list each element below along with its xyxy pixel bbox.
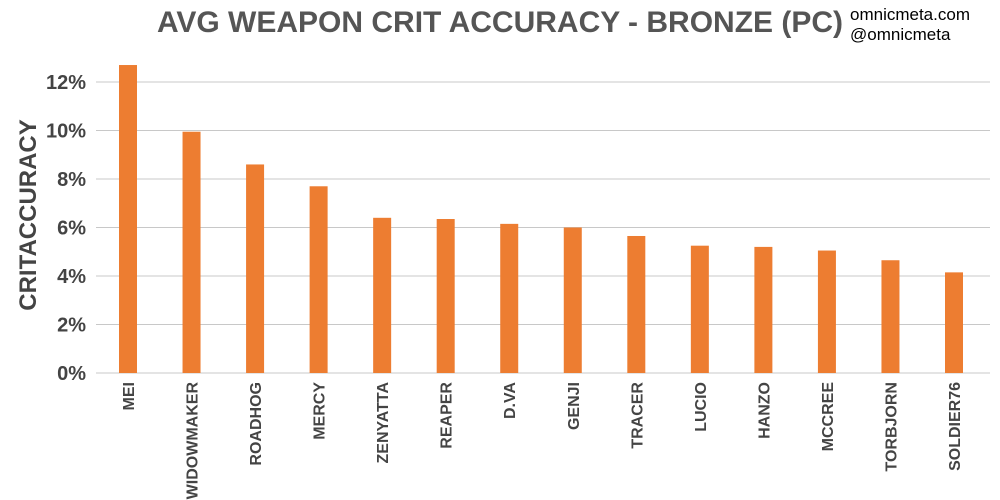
bar-d-va xyxy=(500,223,519,373)
bars xyxy=(119,65,963,374)
chart-title: AVG WEAPON CRIT ACCURACY - BRONZE (PC) xyxy=(157,6,843,39)
x-tick-label: HANZO xyxy=(756,382,773,439)
x-tick-label: D.VA xyxy=(502,382,519,419)
y-tick-label: 4% xyxy=(57,266,86,288)
bar-widowmaker xyxy=(182,131,201,373)
x-tick-label: ROADHOG xyxy=(248,382,265,466)
bar-reaper xyxy=(436,219,455,373)
x-tick-label: MEI xyxy=(121,382,138,410)
bar-roadhog xyxy=(246,164,265,373)
x-tick-label: LUCIO xyxy=(693,382,710,432)
x-tick-label: TORBJORN xyxy=(883,382,900,472)
x-tick-label: REAPER xyxy=(439,382,456,449)
y-tick-label: 6% xyxy=(57,218,86,240)
y-axis-label: CRITACCURACY xyxy=(15,119,42,311)
bar-torbjorn xyxy=(881,260,900,373)
x-tick-label: ZENYATTA xyxy=(375,382,392,464)
x-tick-label: MCCREE xyxy=(820,382,837,452)
x-tick-label: MERCY xyxy=(312,382,329,440)
y-tick-label: 10% xyxy=(46,121,86,143)
x-tick-label: WIDOWMAKER xyxy=(185,382,202,500)
watermark-url: omnicmeta.com xyxy=(850,5,970,24)
bar-zenyatta xyxy=(373,217,392,373)
y-tick-label: 12% xyxy=(46,72,86,94)
x-tick-label: GENJI xyxy=(566,382,583,430)
bar-lucio xyxy=(690,245,709,373)
y-axis-ticks: 0% 2% 4% 6% 8% 10% 12% xyxy=(46,72,86,385)
bar-soldier76 xyxy=(945,272,963,373)
y-tick-label: 8% xyxy=(57,169,86,191)
x-axis-labels: MEI WIDOWMAKER ROADHOG MERCY ZENYATTA REAPER D… xyxy=(121,382,964,500)
watermark-handle: @omnicmeta xyxy=(850,25,951,44)
y-tick-label: 0% xyxy=(57,363,86,385)
x-tick-label: SOLDIER76 xyxy=(947,382,964,471)
bar-mccree xyxy=(817,250,836,373)
bar-hanzo xyxy=(754,246,773,373)
bar-mei xyxy=(119,65,137,374)
bar-mercy xyxy=(309,186,328,373)
bar-genji xyxy=(563,227,582,373)
gridlines xyxy=(96,81,990,374)
y-tick-label: 2% xyxy=(57,315,86,337)
bar-tracer xyxy=(627,235,646,373)
x-tick-label: TRACER xyxy=(629,382,646,449)
